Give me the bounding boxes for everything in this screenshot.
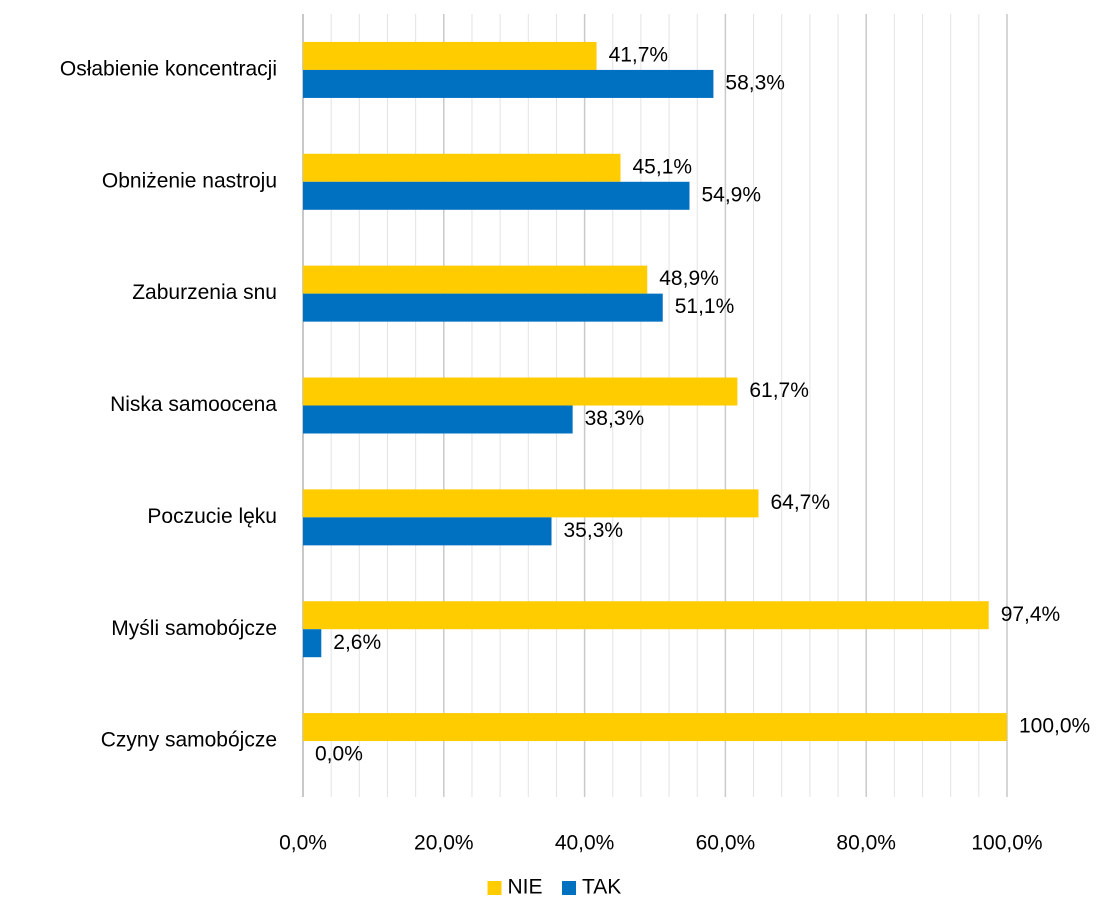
bar-nie [303,153,621,182]
data-label-nie: 97,4% [1001,603,1061,626]
bar-tak [303,181,690,210]
bars [303,41,1007,742]
category-label: Zaburzenia snu [132,281,277,304]
data-label-tak: 54,9% [701,183,761,206]
category-label: Obniżenie nastroju [102,169,277,192]
data-label-nie: 61,7% [749,379,809,402]
category-label: Poczucie lęku [147,505,277,528]
labels: 0,0% 20,0% 40,0% 60,0% 80,0% 100,0% Osłabienie… [60,43,1090,854]
x-tick-label: 40,0% [555,832,615,855]
bar-tak [303,629,322,658]
legend-label-nie: NIE [508,876,543,899]
legend-swatch-tak [562,881,576,895]
bar-tak [303,405,573,434]
bar-nie [303,41,597,70]
x-tick-label: 100,0% [971,832,1042,855]
data-label-tak: 38,3% [585,407,645,430]
legend-label-tak: TAK [582,876,621,899]
bar-tak [303,517,552,546]
data-label-tak: 35,3% [564,519,624,542]
data-label-nie: 100,0% [1019,715,1090,738]
x-tick-label: 20,0% [414,832,474,855]
data-label-nie: 41,7% [609,43,669,66]
data-label-tak: 51,1% [675,295,735,318]
x-tick-label: 0,0% [279,832,327,855]
x-tick-label: 60,0% [696,832,756,855]
bar-tak [303,69,714,98]
category-label: Niska samoocena [110,393,277,416]
data-label-tak: 0,0% [315,743,363,766]
bar-nie [303,377,738,406]
bar-nie [303,489,759,518]
bar-nie [303,713,1007,742]
category-label: Myśli samobójcze [111,617,277,640]
x-tick-label: 80,0% [836,832,896,855]
category-label: Osłabienie koncentracji [60,57,277,80]
data-label-tak: 58,3% [725,71,785,94]
data-label-nie: 64,7% [770,491,830,514]
bar-nie [303,601,989,630]
bar-tak [303,293,663,322]
data-label-tak: 2,6% [333,631,381,654]
legend-swatch-nie [487,881,502,895]
data-label-nie: 45,1% [633,155,693,178]
data-label-nie: 48,9% [659,267,719,290]
legend: NIE TAK [487,876,621,899]
category-label: Czyny samobójcze [101,729,277,752]
bar-nie [303,265,648,294]
